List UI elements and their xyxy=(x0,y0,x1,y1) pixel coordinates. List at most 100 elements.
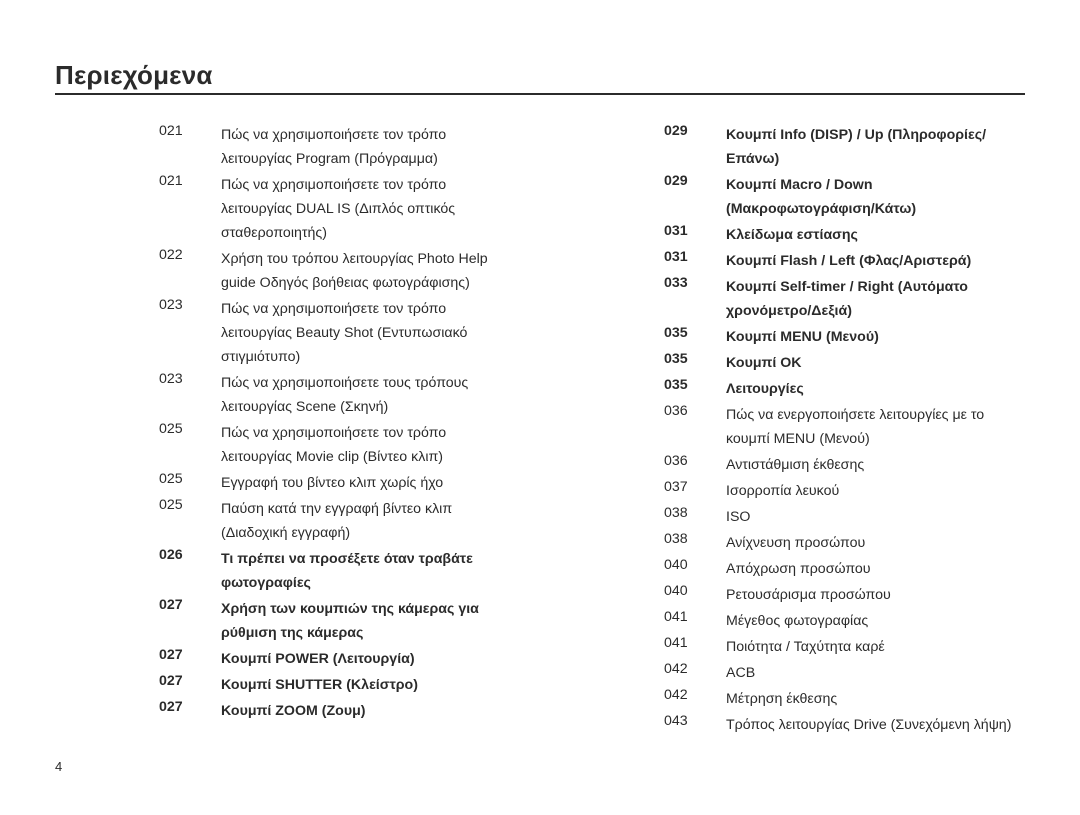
toc-entry-text: Πώς να χρησιμοποιήσετε τον τρόπο λειτουρ… xyxy=(221,123,520,171)
toc-entry: 029Κουμπί Macro / Down (Μακροφωτογράφιση… xyxy=(664,173,1025,221)
toc-entry-page: 021 xyxy=(159,123,221,171)
toc-entry: 023Πώς να χρησιμοποιήσετε τον τρόπο λειτ… xyxy=(159,297,520,369)
toc-entry-text: Μέγεθος φωτογραφίας xyxy=(726,609,1025,633)
toc-entry: 027Κουμπί SHUTTER (Κλείστρο) xyxy=(159,673,520,697)
toc-entry: 038ISO xyxy=(664,505,1025,529)
toc-entry-page: 035 xyxy=(664,351,726,375)
toc-entry-text: Κουμπί SHUTTER (Κλείστρο) xyxy=(221,673,520,697)
toc-entry-page: 031 xyxy=(664,249,726,273)
toc-entry-page: 037 xyxy=(664,479,726,503)
toc-entry-text: Χρήση των κουμπιών της κάμερας για ρύθμι… xyxy=(221,597,520,645)
toc-entry: 021Πώς να χρησιμοποιήσετε τον τρόπο λειτ… xyxy=(159,173,520,245)
toc-entry: 027Χρήση των κουμπιών της κάμερας για ρύ… xyxy=(159,597,520,645)
toc-entry-text: Πώς να χρησιμοποιήσετε τους τρόπους λειτ… xyxy=(221,371,520,419)
toc-entry-text: Ρετουσάρισμα προσώπου xyxy=(726,583,1025,607)
toc-entry-page: 033 xyxy=(664,275,726,323)
toc-entry-page: 042 xyxy=(664,687,726,711)
toc-entry-page: 023 xyxy=(159,371,221,419)
toc-entry-page: 041 xyxy=(664,609,726,633)
toc-entry-text: Κουμπί OK xyxy=(726,351,1025,375)
toc-entry: 022Χρήση του τρόπου λειτουργίας Photo He… xyxy=(159,247,520,295)
toc-entry-page: 026 xyxy=(159,547,221,595)
toc-entry: 026Τι πρέπει να προσέξετε όταν τραβάτε φ… xyxy=(159,547,520,595)
toc-entry-text: Πώς να χρησιμοποιήσετε τον τρόπο λειτουρ… xyxy=(221,173,520,245)
toc-entry: 023Πώς να χρησιμοποιήσετε τους τρόπους λ… xyxy=(159,371,520,419)
toc-entry-text: Κουμπί ZOOM (Ζουμ) xyxy=(221,699,520,723)
toc-entry: 035Λειτουργίες xyxy=(664,377,1025,401)
document-page: Περιεχόμενα 021Πώς να χρησιμοποιήσετε το… xyxy=(0,0,1080,804)
toc-entry: 040Απόχρωση προσώπου xyxy=(664,557,1025,581)
toc-entry-text: Ισορροπία λευκού xyxy=(726,479,1025,503)
toc-entry-page: 040 xyxy=(664,557,726,581)
toc-entry-text: Κουμπί Self-timer / Right (Αυτόματο χρον… xyxy=(726,275,1025,323)
toc-entry: 025Εγγραφή του βίντεο κλιπ χωρίς ήχο xyxy=(159,471,520,495)
toc-entry: 040Ρετουσάρισμα προσώπου xyxy=(664,583,1025,607)
toc-entry: 031Κλείδωμα εστίασης xyxy=(664,223,1025,247)
toc-entry-page: 031 xyxy=(664,223,726,247)
toc-entry-text: Αντιστάθμιση έκθεσης xyxy=(726,453,1025,477)
toc-entry-page: 029 xyxy=(664,123,726,171)
toc-entry-text: Ποιότητα / Ταχύτητα καρέ xyxy=(726,635,1025,659)
toc-entry: 042Μέτρηση έκθεσης xyxy=(664,687,1025,711)
toc-entry-text: Λειτουργίες xyxy=(726,377,1025,401)
toc-entry-page: 023 xyxy=(159,297,221,369)
toc-entry-text: Κουμπί Macro / Down (Μακροφωτογράφιση/Κά… xyxy=(726,173,1025,221)
toc-entry: 025Πώς να χρησιμοποιήσετε τον τρόπο λειτ… xyxy=(159,421,520,469)
toc-entry-page: 038 xyxy=(664,505,726,529)
toc-entry-text: Τι πρέπει να προσέξετε όταν τραβάτε φωτο… xyxy=(221,547,520,595)
toc-entry-text: Κουμπί POWER (Λειτουργία) xyxy=(221,647,520,671)
toc-entry: 031Κουμπί Flash / Left (Φλας/Αριστερά) xyxy=(664,249,1025,273)
toc-entry-page: 021 xyxy=(159,173,221,245)
toc-entry: 027Κουμπί POWER (Λειτουργία) xyxy=(159,647,520,671)
toc-entry-page: 035 xyxy=(664,325,726,349)
toc-entry: 036Αντιστάθμιση έκθεσης xyxy=(664,453,1025,477)
toc-entry-page: 025 xyxy=(159,471,221,495)
toc-entry-text: Πώς να ενεργοποιήσετε λειτουργίες με το … xyxy=(726,403,1025,451)
toc-entry: 029Κουμπί Info (DISP) / Up (Πληροφορίες/… xyxy=(664,123,1025,171)
toc-entry: 021Πώς να χρησιμοποιήσετε τον τρόπο λειτ… xyxy=(159,123,520,171)
toc-entry-text: Εγγραφή του βίντεο κλιπ χωρίς ήχο xyxy=(221,471,520,495)
toc-entry-text: Ανίχνευση προσώπου xyxy=(726,531,1025,555)
toc-entry-text: Απόχρωση προσώπου xyxy=(726,557,1025,581)
toc-entry: 037Ισορροπία λευκού xyxy=(664,479,1025,503)
toc-entry: 035Κουμπί MENU (Μενού) xyxy=(664,325,1025,349)
toc-entry: 036Πώς να ενεργοποιήσετε λειτουργίες με … xyxy=(664,403,1025,451)
toc-entry-page: 027 xyxy=(159,699,221,723)
toc-entry-page: 043 xyxy=(664,713,726,737)
toc-entry-page: 029 xyxy=(664,173,726,221)
toc-entry: 038Ανίχνευση προσώπου xyxy=(664,531,1025,555)
toc-entry-text: Χρήση του τρόπου λειτουργίας Photo Help … xyxy=(221,247,520,295)
toc-entry-page: 036 xyxy=(664,403,726,451)
toc-entry-text: ACB xyxy=(726,661,1025,685)
toc-entry-page: 025 xyxy=(159,421,221,469)
toc-entry-text: Πώς να χρησιμοποιήσετε τον τρόπο λειτουρ… xyxy=(221,421,520,469)
toc-entry-text: Κουμπί MENU (Μενού) xyxy=(726,325,1025,349)
toc-entry: 025Παύση κατά την εγγραφή βίντεο κλιπ (Δ… xyxy=(159,497,520,545)
toc-entry: 035Κουμπί OK xyxy=(664,351,1025,375)
toc-entry-page: 022 xyxy=(159,247,221,295)
toc-entry-page: 042 xyxy=(664,661,726,685)
toc-entry-page: 027 xyxy=(159,673,221,697)
toc-entry: 043Τρόπος λειτουργίας Drive (Συνεχόμενη … xyxy=(664,713,1025,737)
toc-columns: 021Πώς να χρησιμοποιήσετε τον τρόπο λειτ… xyxy=(55,123,1025,739)
toc-entry-text: Μέτρηση έκθεσης xyxy=(726,687,1025,711)
toc-entry-text: Κουμπί Flash / Left (Φλας/Αριστερά) xyxy=(726,249,1025,273)
toc-entry-page: 035 xyxy=(664,377,726,401)
toc-entry-page: 036 xyxy=(664,453,726,477)
toc-entry-text: ISO xyxy=(726,505,1025,529)
toc-entry-page: 041 xyxy=(664,635,726,659)
page-title: Περιεχόμενα xyxy=(55,60,1025,91)
toc-entry: 033Κουμπί Self-timer / Right (Αυτόματο χ… xyxy=(664,275,1025,323)
toc-entry-page: 025 xyxy=(159,497,221,545)
toc-entry: 027Κουμπί ZOOM (Ζουμ) xyxy=(159,699,520,723)
page-number: 4 xyxy=(55,759,1025,774)
toc-column-right: 029Κουμπί Info (DISP) / Up (Πληροφορίες/… xyxy=(560,123,1025,739)
toc-entry-text: Παύση κατά την εγγραφή βίντεο κλιπ (Διαδ… xyxy=(221,497,520,545)
toc-entry-page: 027 xyxy=(159,647,221,671)
toc-entry: 042ACB xyxy=(664,661,1025,685)
toc-entry-text: Κουμπί Info (DISP) / Up (Πληροφορίες/Επά… xyxy=(726,123,1025,171)
toc-entry-text: Πώς να χρησιμοποιήσετε τον τρόπο λειτουρ… xyxy=(221,297,520,369)
toc-entry: 041Μέγεθος φωτογραφίας xyxy=(664,609,1025,633)
toc-column-left: 021Πώς να χρησιμοποιήσετε τον τρόπο λειτ… xyxy=(55,123,520,739)
toc-entry-text: Κλείδωμα εστίασης xyxy=(726,223,1025,247)
